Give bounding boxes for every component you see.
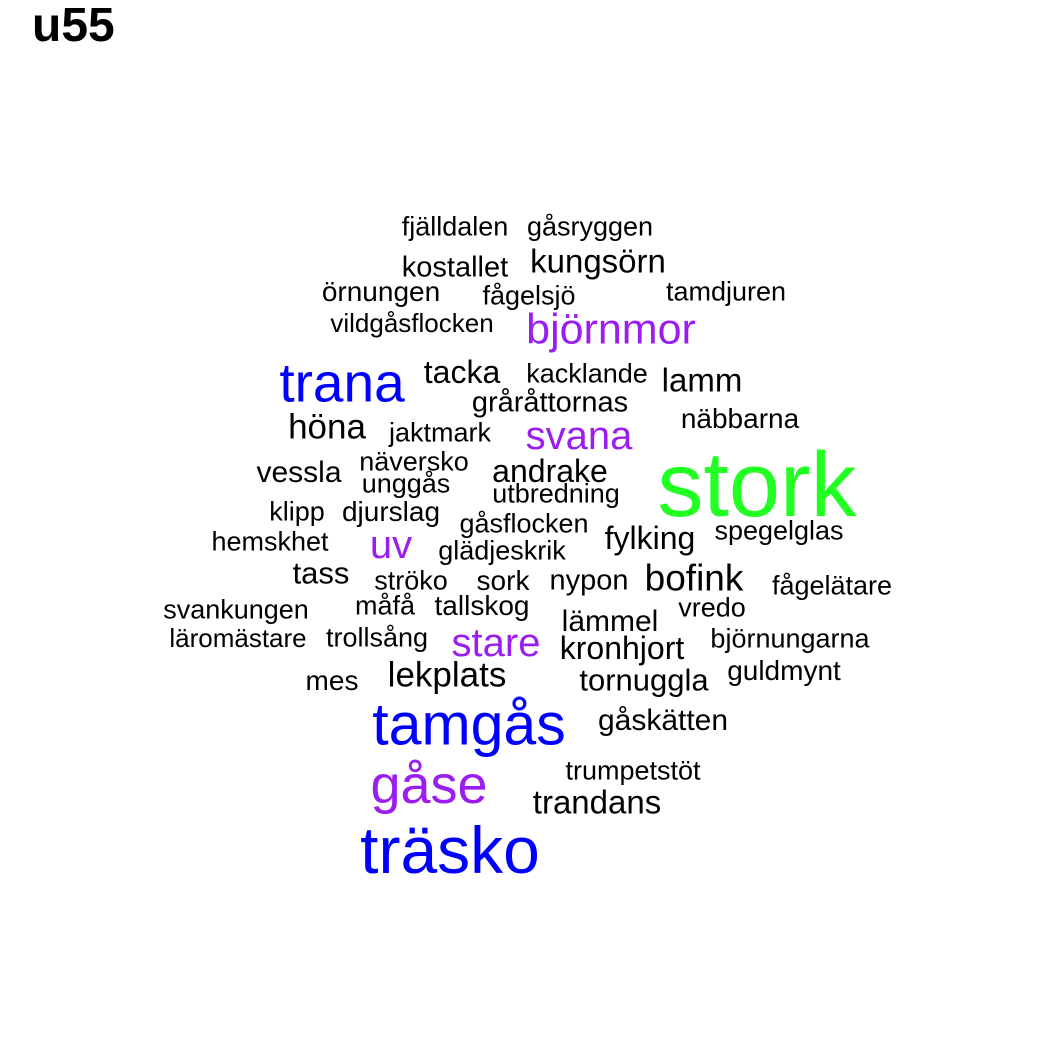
word-kronhjort: kronhjort — [559, 630, 685, 666]
word-klipp: klipp — [269, 496, 325, 527]
word-trollsang: trollsång — [325, 622, 429, 653]
word-laromastare: läromästare — [169, 623, 307, 653]
word-sork: sork — [476, 565, 530, 596]
word-spegelglas: spegelglas — [714, 515, 844, 546]
word-kungsorn: kungsörn — [530, 242, 666, 280]
word-grarattornas: gråråttornas — [471, 386, 629, 419]
word-lekplats: lekplats — [387, 655, 507, 695]
word-trana: trana — [279, 351, 405, 414]
word-stroko: ströko — [374, 565, 448, 596]
word-fagelsjo: fågelsjö — [482, 280, 576, 311]
word-djurslag: djurslag — [341, 496, 441, 527]
word-tamgas: tamgås — [372, 691, 566, 758]
chart-title: u55 — [32, 0, 115, 52]
word-bjornungarna: björnungarna — [710, 623, 870, 654]
word-mafa: måfå — [354, 590, 416, 621]
word-hona: höna — [288, 407, 366, 447]
word-tacka: tacka — [423, 354, 501, 390]
word-stare: stare — [451, 621, 541, 665]
word-nabbarna: näbbarna — [680, 403, 800, 434]
word-bjornmor: björnmor — [526, 305, 696, 354]
word-jaktmark: jaktmark — [388, 417, 492, 448]
word-lamm: lamm — [661, 361, 743, 399]
word-stork: stork — [657, 434, 857, 536]
word-svankungen: svankungen — [163, 594, 309, 625]
word-gasryggen: gåsryggen — [526, 211, 654, 242]
word-fagelatare: fågelätare — [771, 570, 893, 601]
word-gaskatten: gåskätten — [597, 704, 729, 737]
word-tass: tass — [292, 555, 350, 591]
word-guldmynt: guldmynt — [727, 655, 841, 686]
word-tornuggla: tornuggla — [579, 662, 709, 698]
word-vessla: vessla — [256, 456, 342, 489]
word-trandans: trandans — [532, 783, 662, 821]
word-hemskhet: hemskhet — [211, 526, 329, 557]
word-utbredning: utbredning — [492, 478, 620, 509]
word-naversko: näversko — [359, 446, 469, 477]
word-bofink: bofink — [644, 557, 744, 599]
word-fylking: fylking — [604, 520, 696, 556]
word-vredo: vredo — [678, 592, 746, 623]
word-kostallet: kostallet — [401, 251, 509, 284]
word-trumpetstot: trumpetstöt — [565, 755, 701, 786]
word-ornungen: örnungen — [321, 276, 441, 307]
word-andrake: andrake — [492, 453, 608, 489]
word-unggas: unggås — [361, 468, 451, 499]
word-gase: gåse — [370, 755, 488, 815]
word-lammel: lämmel — [561, 605, 659, 638]
word-mes: mes — [305, 665, 359, 696]
word-kacklande: kacklande — [526, 358, 648, 389]
word-tallskog: tallskog — [434, 590, 530, 621]
word-gasflocken: gåsflocken — [459, 508, 589, 539]
word-fjalldalen: fjälldalen — [401, 211, 509, 242]
word-nypon: nypon — [549, 564, 629, 597]
word-svana: svana — [525, 414, 633, 458]
word-vildgasflocken: vildgåsflocken — [330, 308, 494, 338]
word-uv: uv — [369, 523, 413, 567]
word-trasko: träsko — [360, 813, 540, 887]
word-tamdjuren: tamdjuren — [665, 276, 787, 307]
word-gladjeskrik: glädjeskrik — [438, 535, 566, 566]
